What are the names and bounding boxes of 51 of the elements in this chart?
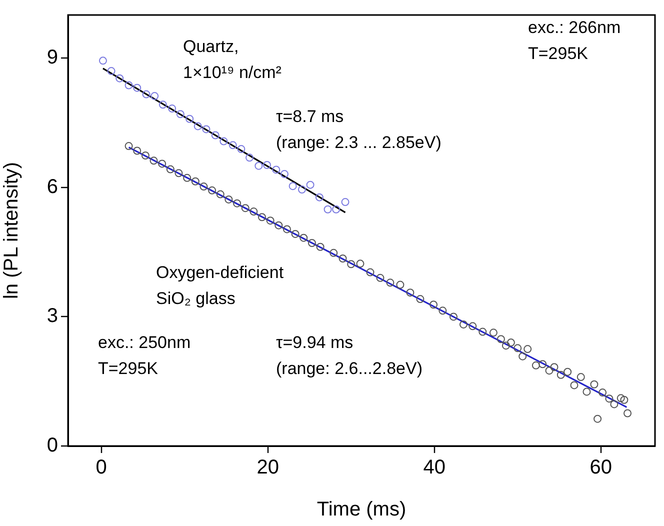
y-tick-label: 3 [46,305,58,328]
y-tick-label: 0 [46,434,58,457]
annotation: (range: 2.3 ... 2.85eV) [276,133,442,152]
point [150,92,159,100]
point [211,131,220,140]
annotation: T=295K [528,44,588,63]
point [237,145,246,154]
annotation: Oxygen-deficient [156,263,284,282]
point [176,110,184,118]
x-axis-title: Time (ms) [316,498,406,521]
annotation: T=295K [98,359,158,378]
point [262,160,271,169]
point [288,182,297,190]
point [272,166,280,174]
point [168,104,176,113]
annotation: exc.: 266nm [528,18,621,37]
point [228,141,237,150]
point [315,193,324,202]
x-tick-label: 0 [96,456,107,479]
point [142,90,150,98]
point [332,205,340,214]
point [194,122,202,130]
point [133,84,142,92]
y-tick-label: 6 [46,176,58,198]
point [324,205,332,214]
point [186,114,194,123]
point [246,154,254,162]
point [202,125,210,134]
point [254,162,263,170]
annotation: SiO₂ glass [156,289,236,308]
point [298,186,306,194]
point [98,56,107,65]
annotation: τ=9.94 ms [276,333,354,352]
annotation: (range: 2.6...2.8eV) [276,359,422,378]
point [341,198,350,206]
annotation: 1×10¹⁹ n/cm² [183,63,282,82]
point [107,67,116,76]
annotation: Quartz, [183,37,239,56]
point [220,137,228,146]
x-tick-label: 40 [423,456,446,479]
annotation: exc.: 250nm [98,333,191,352]
point [306,180,314,189]
point [124,81,133,90]
point [280,170,288,178]
annotation: τ=8.7 ms [276,107,344,126]
y-tick-label: 9 [46,46,58,69]
y-axis-title: ln (PL intensity) [0,162,23,300]
x-tick-label: 60 [590,456,612,479]
point [116,74,124,82]
point [158,100,167,109]
x-tick-label: 20 [256,456,279,479]
